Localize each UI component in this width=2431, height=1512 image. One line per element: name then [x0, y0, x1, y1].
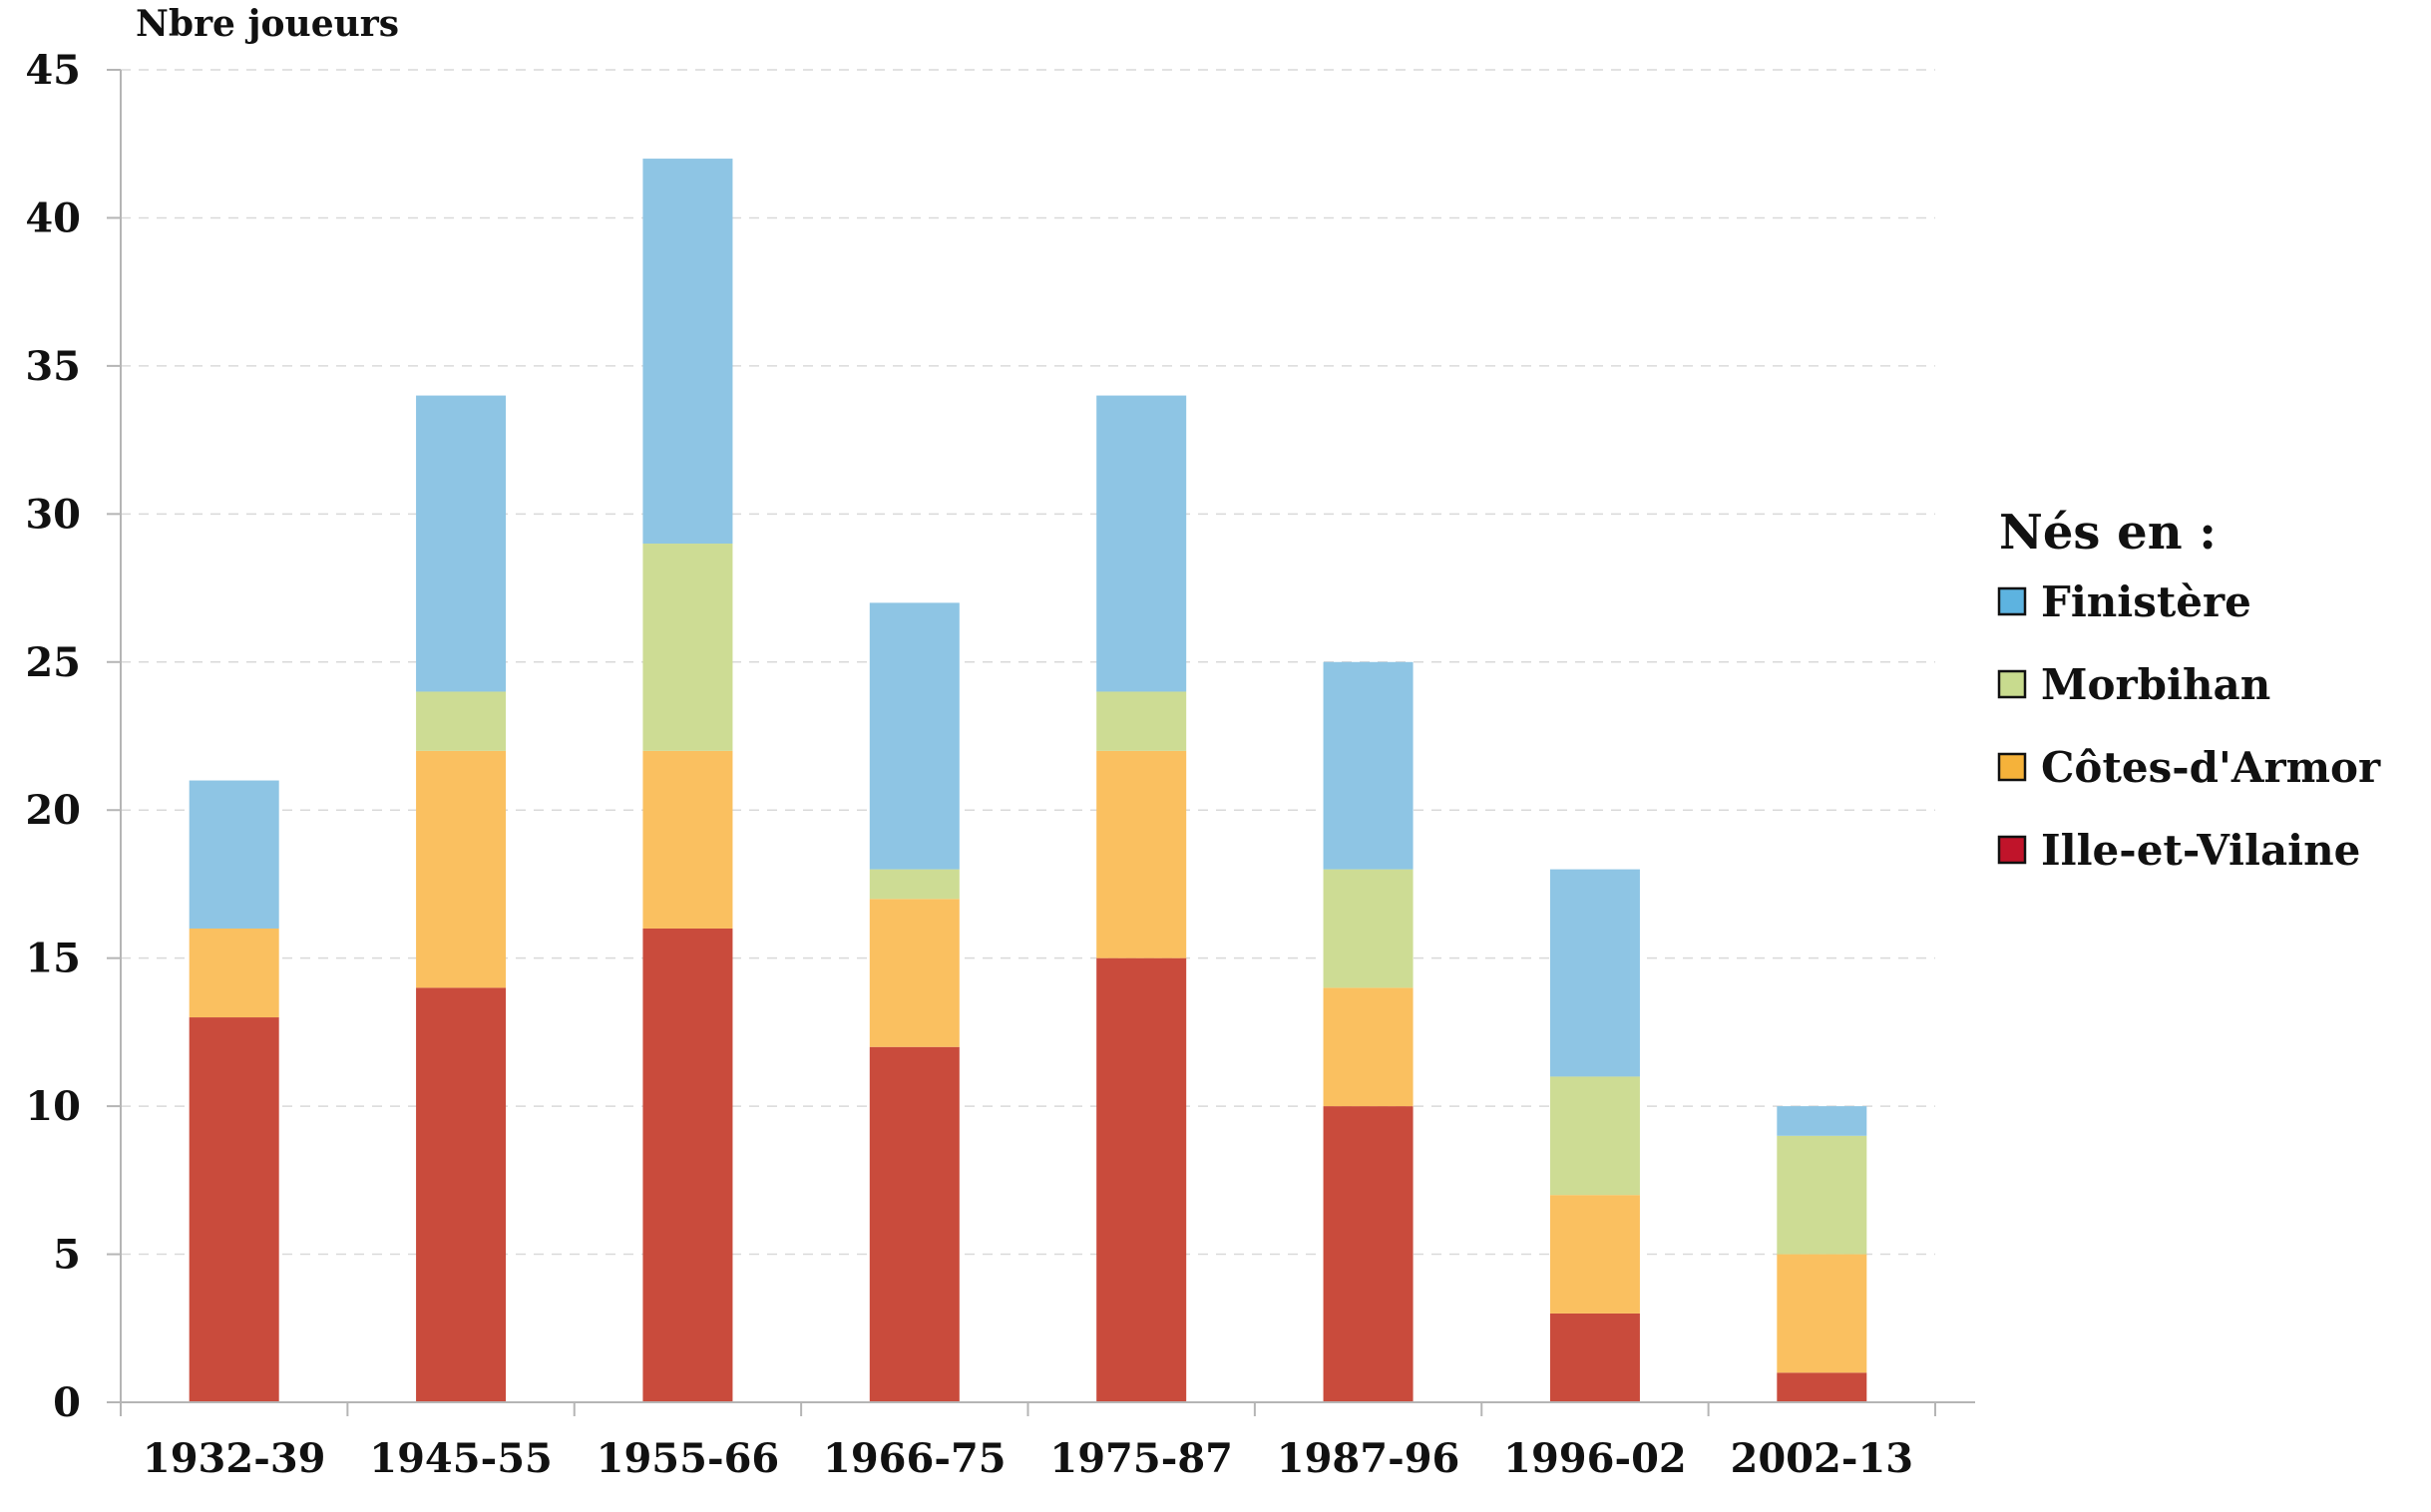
x-tick-label: 1932-39: [143, 1435, 326, 1482]
bar-segment-ille-et-vilaine-2002-13: [1777, 1372, 1867, 1402]
bar-segment-ille-et-vilaine-1932-39: [189, 1017, 279, 1402]
bar-segment-morbihan-2002-13: [1777, 1135, 1867, 1255]
x-tick-label: 1975-87: [1049, 1435, 1233, 1482]
x-tick-labels: 1932-39 1945-55 1955-66 1966-75 1975-87 1987-…: [143, 1435, 1913, 1482]
bar-segment-ille-et-vilaine-1966-75: [869, 1046, 960, 1402]
bar-segment-finist-re-1955-66: [642, 159, 733, 545]
bar-segment-finist-re-1945-55: [416, 395, 507, 692]
bar-segment-c-tes-d-armor-2002-13: [1777, 1254, 1867, 1373]
bar-segment-finist-re-2002-13: [1777, 1106, 1867, 1136]
x-tick-label: 1987-96: [1277, 1435, 1460, 1482]
y-tick-label: 15: [25, 936, 81, 982]
legend-swatch: [1997, 835, 2027, 865]
bar-segment-ille-et-vilaine-1996-02: [1549, 1313, 1640, 1402]
bar-segment-ille-et-vilaine-1945-55: [416, 987, 507, 1402]
legend-label: Finistère: [2041, 577, 2251, 626]
x-tick-label: 2002-13: [1731, 1435, 1914, 1482]
bar-segment-finist-re-1996-02: [1549, 869, 1640, 1077]
y-tick-label: 45: [25, 47, 81, 94]
bar-segment-morbihan-1945-55: [416, 691, 507, 751]
bar-segment-c-tes-d-armor-1955-66: [642, 750, 733, 929]
y-tick-label: 0: [53, 1379, 81, 1426]
y-tick-label: 25: [25, 639, 81, 686]
legend-label: Côtes-d'Armor: [2041, 743, 2381, 792]
y-tick-label: 20: [25, 787, 81, 834]
bar-segment-finist-re-1975-87: [1096, 395, 1187, 692]
legend-label: Morbihan: [2041, 660, 2270, 709]
bar-segment-ille-et-vilaine-1987-96: [1323, 1106, 1414, 1402]
legend-swatch: [1997, 586, 2027, 616]
bar-segment-morbihan-1966-75: [869, 869, 960, 900]
legend: Nés en : Finistère Morbihan Côtes-d'Armor I…: [1997, 505, 2381, 875]
bar-segment-c-tes-d-armor-1966-75: [869, 899, 960, 1047]
bar-segment-c-tes-d-armor-1932-39: [189, 928, 279, 1018]
legend-label: Ille-et-Vilaine: [2041, 826, 2360, 875]
legend-swatch: [1997, 752, 2027, 782]
bar-segment-c-tes-d-armor-1996-02: [1549, 1195, 1640, 1314]
y-axis-label: Nbre joueurs: [136, 3, 399, 45]
axes: [107, 69, 1975, 1416]
x-tick-label: 1955-66: [597, 1435, 780, 1482]
y-tick-labels: 0 5 10 15 20 25 30 35 40 45: [25, 47, 81, 1426]
bar-segment-morbihan-1975-87: [1096, 691, 1187, 751]
bar-segment-finist-re-1987-96: [1323, 661, 1414, 870]
bar-segment-morbihan-1987-96: [1323, 869, 1414, 988]
legend-swatch: [1997, 669, 2027, 699]
bar-segment-morbihan-1996-02: [1549, 1076, 1640, 1196]
bar-segment-finist-re-1932-39: [189, 780, 279, 929]
y-tick-label: 5: [53, 1232, 81, 1279]
y-tick-label: 35: [25, 343, 81, 390]
bar-segment-ille-et-vilaine-1975-87: [1096, 957, 1187, 1402]
x-tick-label: 1945-55: [369, 1435, 553, 1482]
x-tick-label: 1996-02: [1503, 1435, 1687, 1482]
gridlines: [121, 69, 1935, 1256]
y-tick-label: 10: [25, 1083, 81, 1130]
bar-segment-c-tes-d-armor-1975-87: [1096, 750, 1187, 958]
bar-segment-finist-re-1966-75: [869, 602, 960, 870]
bar-segment-c-tes-d-armor-1945-55: [416, 750, 507, 988]
y-tick-label: 40: [25, 194, 81, 241]
legend-title: Nés en :: [1999, 505, 2217, 561]
bar-segment-morbihan-1955-66: [642, 544, 733, 751]
bars: [189, 159, 1867, 1402]
bar-segment-ille-et-vilaine-1955-66: [642, 928, 733, 1402]
bar-segment-c-tes-d-armor-1987-96: [1323, 987, 1414, 1107]
x-tick-label: 1966-75: [823, 1435, 1007, 1482]
y-tick-label: 30: [25, 491, 81, 538]
